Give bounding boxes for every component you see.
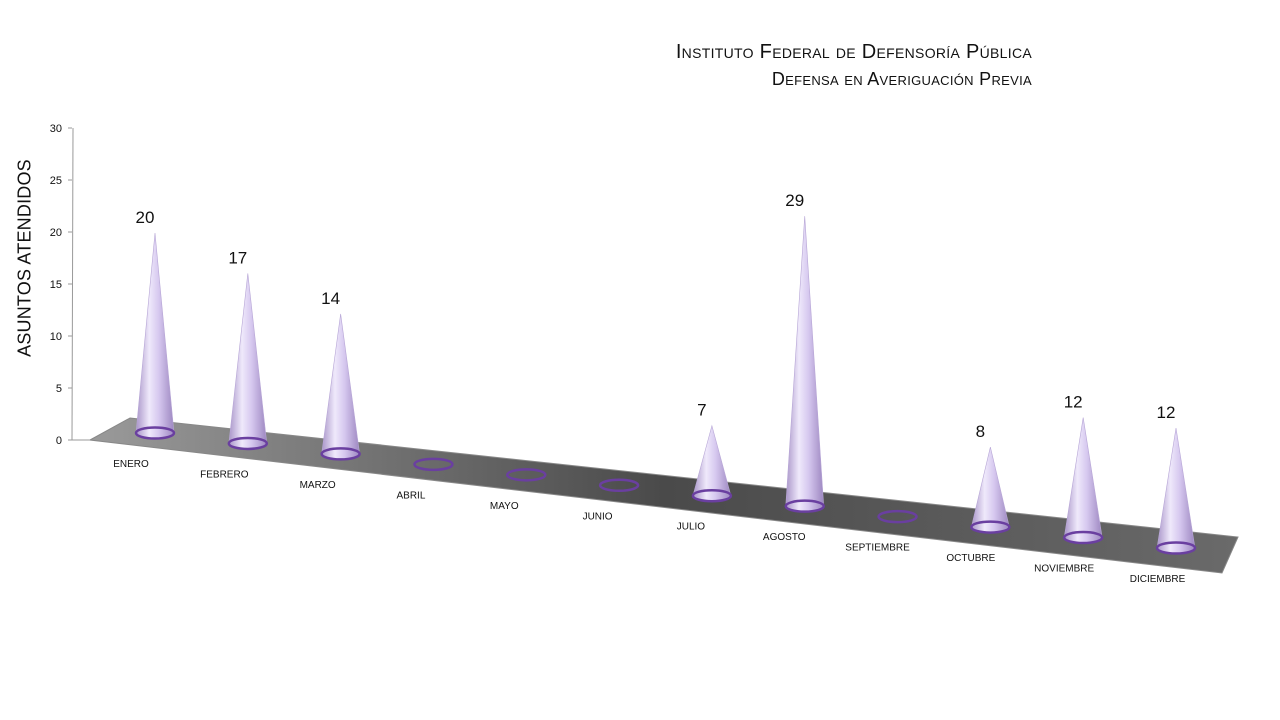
y-tick-label: 25 xyxy=(50,175,62,187)
y-tick-label: 30 xyxy=(50,123,62,135)
data-label: 7 xyxy=(697,401,706,420)
cone-base-ring xyxy=(134,426,176,440)
cone-base-ring xyxy=(877,509,918,524)
cone-bar-marzo xyxy=(321,313,360,460)
data-label: 17 xyxy=(228,248,247,267)
x-tick-label: ABRIL xyxy=(397,490,426,501)
x-tick-label: JULIO xyxy=(677,522,706,533)
x-tick-label: OCTUBRE xyxy=(946,553,995,564)
chart-title-block: Instituto Federal de Defensoría Pública … xyxy=(676,38,1032,92)
x-tick-label: MARZO xyxy=(300,480,336,491)
cone-base-ring xyxy=(970,520,1011,534)
y-tick-label: 10 xyxy=(50,331,62,343)
y-tick-label: 15 xyxy=(50,279,62,291)
data-label: 12 xyxy=(1157,403,1176,422)
x-tick-label: FEBRERO xyxy=(200,469,249,480)
cone-base-ring xyxy=(1155,541,1197,555)
x-tick-label: MAYO xyxy=(490,501,519,512)
cone-bar-octubre xyxy=(971,447,1010,533)
cone-base-ring xyxy=(413,457,454,472)
chart-floor xyxy=(88,417,1239,574)
cone-base-ring xyxy=(227,436,269,451)
cone-bar-agosto xyxy=(785,216,825,512)
x-tick-label: NOVIEMBRE xyxy=(1034,564,1094,575)
x-tick-label: JUNIO xyxy=(583,511,613,522)
data-label: 12 xyxy=(1064,393,1083,412)
x-tick-label: SEPTIEMBRE xyxy=(845,543,910,554)
cone-base-ring xyxy=(691,488,733,503)
data-label: 8 xyxy=(976,422,985,441)
cone-base-ring xyxy=(598,478,640,493)
y-tick-label: 20 xyxy=(50,227,62,239)
data-label: 20 xyxy=(136,208,155,227)
cone-bar-febrero xyxy=(228,273,268,450)
x-tick-label: AGOSTO xyxy=(763,532,806,543)
cone-bar-diciembre xyxy=(1156,427,1196,554)
x-tick-label: ENERO xyxy=(113,459,149,470)
chart-subtitle: Defensa en Averiguación Previa xyxy=(771,69,1032,89)
data-label: 29 xyxy=(785,191,804,210)
cone-bar-noviembre xyxy=(1063,417,1103,544)
cone-base-ring xyxy=(320,447,361,461)
data-label: 14 xyxy=(321,289,340,308)
cone-base-ring xyxy=(506,468,547,482)
y-tick-label: 0 xyxy=(56,435,62,447)
x-tick-label: DICIEMBRE xyxy=(1130,574,1186,585)
y-axis-line xyxy=(71,127,74,441)
cone-bar-enero xyxy=(135,232,175,439)
y-tick-label: 5 xyxy=(56,383,62,395)
chart-title: Instituto Federal de Defensoría Pública xyxy=(675,41,1032,63)
cone-base-ring xyxy=(784,499,825,513)
cone-base-ring xyxy=(1062,530,1104,545)
